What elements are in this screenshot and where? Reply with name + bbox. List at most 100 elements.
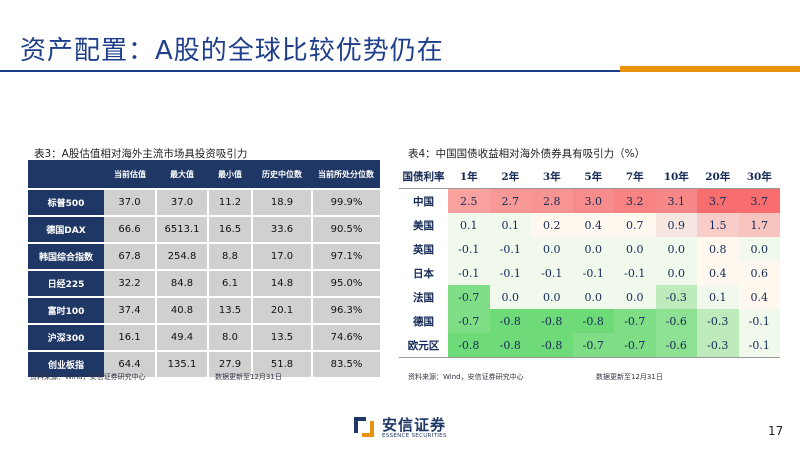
table-row: 法国 -0.7 0.0 0.0 0.0 0.0 -0.3 0.1 0.4	[399, 285, 780, 309]
table-header-row: 当前估值 最大值 最小值 历史中位数 当前所处分位数	[28, 160, 380, 189]
column-header: 5年	[572, 164, 614, 189]
table-cell: -0.8	[531, 333, 573, 358]
table-cell: -0.6	[655, 333, 697, 358]
row-header: 沪深300	[28, 323, 104, 351]
table-row: 欧元区 -0.8 -0.8 -0.8 -0.7 -0.7 -0.6 -0.3 -0.1	[399, 333, 780, 358]
row-header: 德国DAX	[28, 215, 104, 243]
table-cell: 0.0	[572, 285, 614, 309]
table-cell: -0.6	[655, 309, 697, 333]
table-cell: 74.6%	[311, 323, 380, 351]
table-row: 美国 0.1 0.1 0.2 0.4 0.7 0.9 1.5 1.7	[399, 213, 780, 237]
table-cell: 16.5	[207, 215, 252, 243]
table-body: 标普500 37.0 37.0 11.2 18.9 99.9% 德国DAX 66.6 6513.…	[28, 188, 380, 377]
column-header: 最大值	[156, 160, 208, 189]
table-cell: 0.9	[655, 213, 697, 237]
table-cell: 99.9%	[311, 188, 380, 216]
table-cell: -0.7	[572, 333, 614, 358]
table-row: 日本 -0.1 -0.1 -0.1 -0.1 -0.1 0.0 0.4 0.6	[399, 261, 780, 285]
table-cell: 1.5	[697, 213, 739, 237]
table-cell: 3.0	[572, 188, 614, 213]
table-cell: 11.2	[207, 188, 252, 216]
table-cell: -0.1	[572, 261, 614, 285]
table-cell: 0.0	[531, 237, 573, 261]
table-row: 标普500 37.0 37.0 11.2 18.9 99.9%	[28, 188, 380, 216]
table-cell: 0.0	[531, 285, 573, 309]
table-cell: 0.4	[738, 285, 780, 309]
logo-text-cn: 安信证券	[382, 416, 447, 434]
table-cell: -0.7	[614, 333, 656, 358]
table-cell: 37.0	[155, 188, 208, 216]
table-cell: 6513.1	[155, 215, 208, 243]
table-cell: 0.0	[489, 285, 531, 309]
table-cell: 37.0	[104, 188, 156, 216]
column-header: 3年	[531, 164, 573, 189]
column-header: 30年	[738, 164, 780, 189]
table-cell: 83.5%	[311, 350, 380, 377]
row-header: 日本	[413, 267, 434, 280]
table-cell: -0.8	[448, 333, 490, 358]
table-cell: 64.4	[104, 350, 156, 377]
table-cell: 0.8	[697, 237, 739, 261]
table-cell: -0.3	[697, 309, 739, 333]
table-cell: 0.7	[614, 213, 656, 237]
table-cell: 67.8	[104, 242, 156, 270]
table-cell: 16.1	[104, 323, 156, 351]
column-header: 1年	[448, 164, 490, 189]
table3-note: 数据更新至12月31日	[215, 373, 282, 381]
table4-note: 数据更新至12月31日	[596, 373, 663, 381]
table-cell: 0.4	[572, 213, 614, 237]
column-header	[28, 160, 104, 189]
row-header: 韩国综合指数	[28, 242, 104, 270]
table-cell: -0.3	[655, 285, 697, 309]
slide-title: 资产配置：A股的全球比较优势仍在	[20, 36, 444, 66]
table-cell: -0.7	[448, 285, 490, 309]
table-cell: -0.1	[448, 237, 490, 261]
table-cell: 3.7	[738, 188, 780, 213]
row-header: 美国	[413, 219, 434, 232]
table-cell: 40.8	[155, 296, 208, 324]
column-header: 7年	[614, 164, 656, 189]
table-cell: 135.1	[155, 350, 208, 377]
table-cell: 8.0	[207, 323, 252, 351]
table-cell: -0.1	[489, 237, 531, 261]
column-header: 当前估值	[104, 160, 156, 189]
table-cell: 0.0	[614, 237, 656, 261]
column-header: 2年	[489, 164, 531, 189]
table-row: 韩国综合指数 67.8 254.8 8.8 17.0 97.1%	[28, 242, 380, 270]
table-cell: 2.7	[489, 188, 531, 213]
table-body: 中国 2.5 2.7 2.8 3.0 3.2 3.1 3.7 3.7 美国 0.1 0.1 0.2 0.4…	[399, 188, 780, 358]
table-cell: 2.8	[531, 188, 573, 213]
row-header: 日经225	[28, 269, 104, 297]
table-cell: 95.0%	[311, 269, 380, 297]
table-cell: -0.8	[572, 309, 614, 333]
row-header: 中国	[413, 195, 434, 208]
table-cell: 33.6	[251, 215, 312, 243]
table-cell: -0.1	[448, 261, 490, 285]
table-cell: 13.5	[251, 323, 312, 351]
table-cell: -0.8	[531, 309, 573, 333]
table-cell: 17.0	[251, 242, 312, 270]
table-cell: 27.9	[207, 350, 252, 377]
company-logo-icon	[354, 417, 374, 437]
row-header: 法国	[413, 291, 434, 304]
table-cell: 254.8	[155, 242, 208, 270]
row-header: 德国	[413, 315, 434, 328]
table-cell: 3.7	[697, 188, 739, 213]
table3-source: 资料来源：Wind，安信证券研究中心	[30, 373, 146, 381]
table-cell: 3.2	[614, 188, 656, 213]
table3-caption: 表3：A股估值相对海外主流市场具投资吸引力	[34, 148, 248, 160]
table-cell: 0.0	[572, 237, 614, 261]
table-cell: 0.1	[448, 213, 490, 237]
table-cell: -0.1	[738, 333, 780, 358]
row-header: 英国	[413, 243, 434, 256]
bond-yield-table: 国债利率 1年 2年 3年 5年 7年 10年 20年 30年 中国 2.5 2.7 2.8 3.0 3.…	[399, 164, 780, 358]
table-row: 富时100 37.4 40.8 13.5 20.1 96.3%	[28, 296, 380, 324]
table-cell: 13.5	[207, 296, 252, 324]
title-rule-orange	[620, 66, 800, 72]
table-cell: 0.0	[655, 261, 697, 285]
table-cell: 0.2	[531, 213, 573, 237]
table-row: 沪深300 16.1 49.4 8.0 13.5 74.6%	[28, 323, 380, 351]
table-cell: 1.7	[738, 213, 780, 237]
table-cell: 0.1	[489, 213, 531, 237]
table-cell: -0.8	[489, 333, 531, 358]
